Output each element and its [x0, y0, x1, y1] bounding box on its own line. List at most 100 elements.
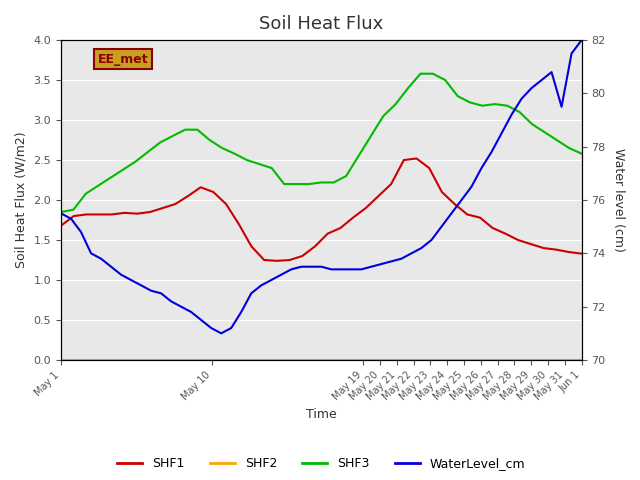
- SHF1: [197, 184, 205, 190]
- WaterLevel_cm: [578, 37, 586, 43]
- SHF1: [133, 211, 141, 216]
- SHF2: [444, 357, 451, 363]
- SHF2: [242, 357, 250, 363]
- SHF1: [337, 225, 344, 231]
- SHF2: [360, 357, 367, 363]
- SHF3: [144, 149, 152, 155]
- SHF1: [209, 189, 217, 195]
- SHF1: [476, 215, 484, 220]
- X-axis label: Time: Time: [306, 408, 337, 420]
- SHF1: [95, 212, 103, 217]
- SHF1: [349, 215, 357, 220]
- SHF3: [156, 140, 164, 145]
- Title: Soil Heat Flux: Soil Heat Flux: [259, 15, 383, 33]
- SHF3: [417, 71, 424, 77]
- SHF2: [494, 357, 502, 363]
- SHF1: [83, 212, 90, 217]
- SHF2: [561, 357, 568, 363]
- SHF1: [527, 241, 534, 247]
- WaterLevel_cm: [367, 264, 375, 270]
- WaterLevel_cm: [468, 184, 476, 190]
- SHF1: [374, 193, 382, 199]
- SHF2: [342, 357, 350, 363]
- SHF1: [502, 231, 509, 237]
- SHF1: [362, 205, 369, 211]
- SHF2: [259, 357, 266, 363]
- SHF3: [380, 113, 387, 119]
- SHF3: [243, 157, 251, 163]
- SHF2: [292, 357, 300, 363]
- SHF1: [387, 181, 395, 187]
- SHF3: [553, 137, 561, 143]
- SHF3: [466, 100, 474, 106]
- SHF3: [292, 181, 300, 187]
- SHF1: [413, 156, 420, 161]
- SHF3: [479, 103, 486, 108]
- WaterLevel_cm: [57, 211, 65, 216]
- SHF3: [454, 93, 461, 99]
- SHF1: [540, 245, 547, 251]
- SHF1: [578, 251, 586, 256]
- SHF1: [324, 231, 332, 237]
- SHF3: [119, 167, 127, 172]
- SHF2: [191, 357, 199, 363]
- SHF1: [57, 223, 65, 228]
- SHF3: [107, 175, 115, 180]
- SHF3: [317, 180, 325, 185]
- SHF2: [393, 357, 401, 363]
- SHF3: [528, 121, 536, 127]
- SHF1: [235, 221, 243, 227]
- SHF3: [57, 209, 65, 215]
- SHF1: [298, 253, 306, 259]
- SHF1: [121, 210, 129, 216]
- SHF3: [429, 71, 436, 77]
- Y-axis label: Water level (cm): Water level (cm): [612, 148, 625, 252]
- SHF3: [516, 109, 524, 115]
- SHF1: [184, 193, 192, 199]
- SHF3: [541, 129, 548, 135]
- SHF3: [181, 127, 189, 132]
- SHF3: [268, 165, 276, 171]
- SHF2: [376, 357, 384, 363]
- Line: SHF1: SHF1: [61, 158, 582, 261]
- SHF2: [74, 357, 82, 363]
- SHF1: [108, 212, 116, 217]
- SHF3: [218, 145, 226, 151]
- SHF3: [193, 127, 201, 132]
- WaterLevel_cm: [197, 317, 205, 323]
- SHF2: [410, 357, 417, 363]
- SHF2: [108, 357, 115, 363]
- SHF1: [552, 247, 560, 252]
- SHF1: [426, 165, 433, 171]
- SHF1: [463, 212, 471, 217]
- SHF2: [275, 357, 283, 363]
- Line: WaterLevel_cm: WaterLevel_cm: [61, 40, 582, 333]
- SHF3: [565, 145, 573, 151]
- SHF2: [427, 357, 435, 363]
- SHF1: [248, 243, 255, 249]
- WaterLevel_cm: [397, 256, 405, 262]
- SHF1: [489, 225, 497, 231]
- SHF3: [206, 137, 214, 143]
- SHF1: [400, 157, 408, 163]
- SHF3: [169, 133, 177, 139]
- Text: EE_met: EE_met: [97, 52, 148, 65]
- SHF3: [255, 161, 263, 167]
- SHF3: [132, 159, 140, 165]
- SHF1: [222, 201, 230, 207]
- SHF2: [511, 357, 518, 363]
- SHF3: [82, 191, 90, 196]
- SHF3: [342, 173, 350, 179]
- SHF2: [208, 357, 216, 363]
- SHF3: [578, 151, 586, 156]
- WaterLevel_cm: [378, 261, 385, 267]
- SHF1: [146, 209, 154, 215]
- SHF2: [158, 357, 166, 363]
- SHF1: [285, 257, 293, 263]
- SHF3: [404, 85, 412, 91]
- SHF1: [70, 213, 77, 219]
- SHF1: [565, 249, 573, 255]
- SHF1: [515, 237, 522, 243]
- SHF2: [544, 357, 552, 363]
- SHF3: [230, 151, 238, 156]
